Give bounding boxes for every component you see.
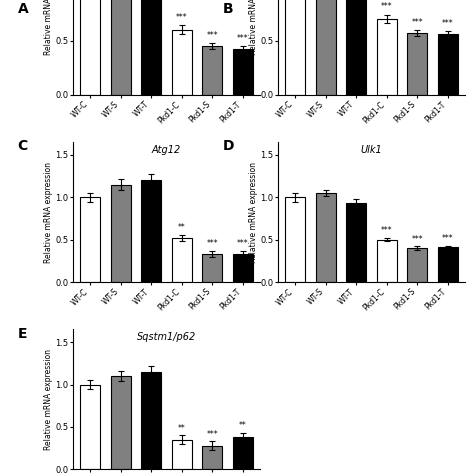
- Text: ***: ***: [207, 239, 218, 248]
- Bar: [111, 0, 131, 95]
- Bar: [316, 0, 336, 95]
- Bar: [141, 0, 161, 95]
- Bar: [407, 248, 427, 282]
- Text: Atg12: Atg12: [152, 145, 181, 155]
- Bar: [233, 437, 253, 469]
- Y-axis label: Relative mRNA e...: Relative mRNA e...: [44, 0, 53, 55]
- Text: ***: ***: [237, 239, 248, 248]
- Text: Sqstm1/p62: Sqstm1/p62: [137, 332, 196, 342]
- Bar: [202, 254, 222, 282]
- Bar: [285, 0, 305, 95]
- Bar: [141, 180, 161, 282]
- Bar: [202, 446, 222, 469]
- Text: ***: ***: [207, 30, 218, 39]
- Bar: [438, 247, 458, 282]
- Text: ***: ***: [381, 227, 392, 236]
- Text: A: A: [18, 1, 28, 16]
- Bar: [80, 0, 100, 95]
- Text: B: B: [223, 1, 233, 16]
- Bar: [377, 19, 397, 95]
- Text: ***: ***: [411, 18, 423, 27]
- Bar: [285, 197, 305, 282]
- Bar: [80, 384, 100, 469]
- Text: ***: ***: [176, 13, 188, 22]
- Y-axis label: Relative mRNA expression: Relative mRNA expression: [44, 162, 53, 263]
- Bar: [346, 0, 366, 95]
- Bar: [141, 372, 161, 469]
- Text: E: E: [18, 327, 27, 341]
- Text: ***: ***: [442, 234, 454, 243]
- Bar: [233, 254, 253, 282]
- Text: **: **: [178, 223, 186, 232]
- Bar: [111, 184, 131, 282]
- Text: ***: ***: [442, 18, 454, 27]
- Bar: [407, 33, 427, 95]
- Text: **: **: [178, 424, 186, 433]
- Y-axis label: Relative mRNA expression: Relative mRNA expression: [249, 162, 258, 263]
- Bar: [377, 240, 397, 282]
- Text: **: **: [239, 421, 246, 430]
- Bar: [172, 439, 191, 469]
- Bar: [111, 376, 131, 469]
- Text: Ulk1: Ulk1: [361, 145, 383, 155]
- Bar: [172, 238, 191, 282]
- Text: D: D: [223, 139, 234, 154]
- Bar: [438, 34, 458, 95]
- Y-axis label: Relative mRNA expression: Relative mRNA expression: [44, 349, 53, 450]
- Bar: [202, 46, 222, 95]
- Text: ***: ***: [237, 34, 248, 43]
- Bar: [316, 193, 336, 282]
- Text: C: C: [18, 139, 28, 154]
- Y-axis label: Relative mRNA e...: Relative mRNA e...: [249, 0, 258, 55]
- Bar: [172, 30, 191, 95]
- Bar: [233, 49, 253, 95]
- Text: ***: ***: [411, 235, 423, 244]
- Text: ***: ***: [381, 2, 392, 11]
- Bar: [80, 197, 100, 282]
- Bar: [346, 203, 366, 282]
- Text: ***: ***: [207, 430, 218, 439]
